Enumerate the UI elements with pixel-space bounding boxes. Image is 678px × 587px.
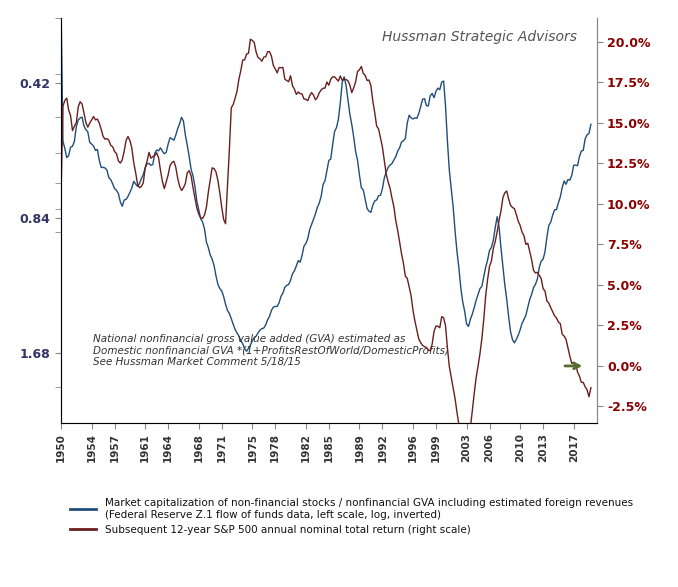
Legend: Market capitalization of non-financial stocks / nonfinancial GVA including estim: Market capitalization of non-financial s… <box>66 494 637 539</box>
Text: National nonfinancial gross value added (GVA) estimated as
Domestic nonfinancial: National nonfinancial gross value added … <box>93 333 449 367</box>
Text: Hussman Strategic Advisors: Hussman Strategic Advisors <box>382 30 578 44</box>
